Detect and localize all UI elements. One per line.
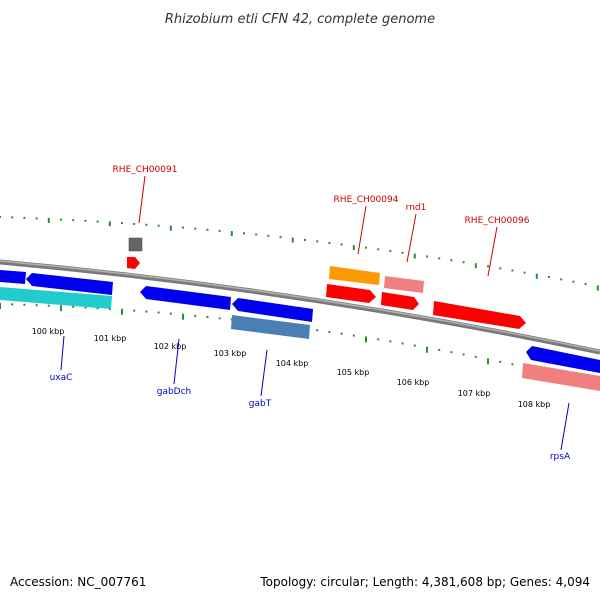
- forward-gene-labels: RHE_CH00091 RHE_CH00094 rnd1 RHE_CH00096: [113, 165, 530, 277]
- cds-pink[interactable]: [522, 363, 600, 391]
- scale-label: 102 kbp: [154, 342, 187, 351]
- scale-label: 104 kbp: [276, 359, 309, 368]
- gene-label-rhe-ch00096[interactable]: RHE_CH00096: [465, 216, 530, 226]
- reverse-gene-labels: uxaC gabDch gabT rpsA: [50, 335, 571, 462]
- accession-text: Accession: NC_007761: [10, 575, 146, 589]
- scale-label: 106 kbp: [397, 378, 430, 387]
- scale-label: 105 kbp: [337, 368, 370, 377]
- label-connector: [560, 402, 570, 451]
- cds-blue[interactable]: [0, 270, 26, 284]
- cds-red[interactable]: [127, 257, 140, 269]
- label-connector: [357, 205, 367, 255]
- reverse-features: [0, 270, 600, 391]
- cds-red[interactable]: [326, 284, 376, 303]
- cds-blue[interactable]: [232, 298, 313, 322]
- label-connector: [138, 175, 146, 224]
- cds-gray[interactable]: [128, 237, 143, 252]
- cds-steel[interactable]: [231, 315, 310, 339]
- scale-label: 100 kbp: [32, 327, 65, 336]
- scale-labels: 100 kbp 101 kbp 102 kbp 103 kbp 104 kbp 105 k…: [32, 327, 551, 409]
- label-connector: [406, 213, 417, 263]
- label-connector: [60, 335, 65, 371]
- gene-label-gabt[interactable]: gabT: [249, 399, 272, 409]
- cds-red[interactable]: [433, 301, 526, 329]
- outer-tick-ring: [0, 216, 599, 291]
- gene-label-rnd1[interactable]: rnd1: [406, 203, 427, 213]
- scale-label: 101 kbp: [94, 334, 127, 343]
- cds-cyan[interactable]: [0, 287, 112, 309]
- genome-summary-text: Topology: circular; Length: 4,381,608 bp…: [259, 575, 590, 589]
- genome-backbone: [0, 259, 600, 355]
- label-connector: [173, 338, 180, 385]
- gene-label-rhe-ch00094[interactable]: RHE_CH00094: [334, 195, 399, 205]
- gene-label-rhe-ch00091[interactable]: RHE_CH00091: [113, 165, 178, 175]
- cds-orange[interactable]: [329, 266, 380, 285]
- cds-blue[interactable]: [26, 273, 113, 295]
- forward-features: [127, 237, 526, 329]
- scale-label: 107 kbp: [458, 389, 491, 398]
- cds-red[interactable]: [381, 292, 419, 310]
- scale-label: 108 kbp: [518, 400, 551, 409]
- scale-label: 103 kbp: [214, 349, 247, 358]
- gene-label-uxac[interactable]: uxaC: [50, 373, 73, 383]
- cds-blue[interactable]: [526, 346, 600, 373]
- gene-label-gabdch[interactable]: gabDch: [157, 387, 192, 397]
- cds-blue[interactable]: [140, 286, 231, 310]
- label-connector: [487, 226, 498, 277]
- map-title: Rhizobium etli CFN 42, complete genome: [165, 12, 435, 27]
- gene-label-rpsa[interactable]: rpsA: [550, 452, 571, 462]
- label-connector: [260, 349, 268, 397]
- genome-backbone-highlight: [0, 260, 600, 352]
- cds-pink[interactable]: [384, 276, 424, 293]
